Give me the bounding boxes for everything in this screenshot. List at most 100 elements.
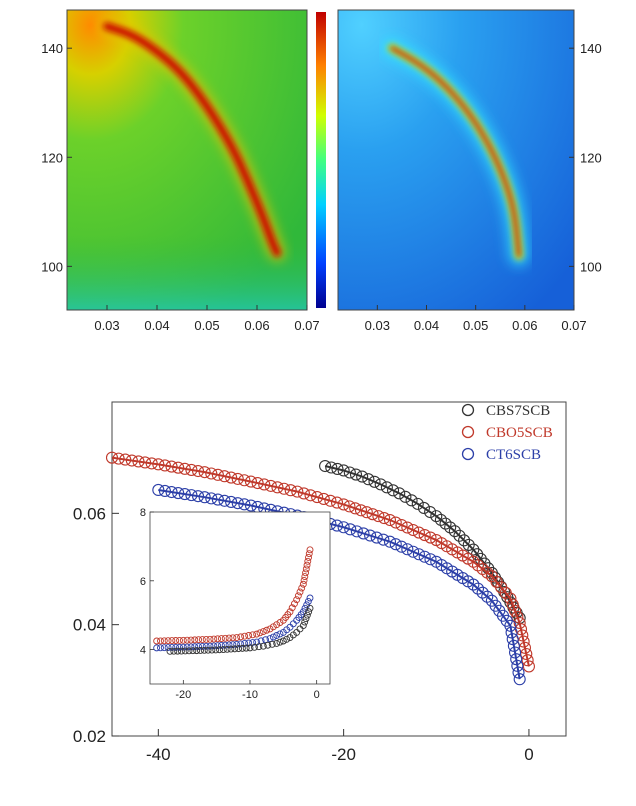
inset-data-point [305,554,312,561]
data-point [513,673,526,686]
inset-data-point [305,550,313,558]
data-point [205,492,218,505]
inset-data-point [273,639,281,647]
inset-data-point [198,636,206,644]
legend-label: CT6SCB [486,447,541,463]
inset-data-point [241,632,249,640]
inset-data-point [266,635,274,643]
data-point [225,471,238,484]
y-tick-label: 0.04 [73,616,106,635]
data-point [112,452,125,465]
data-point [368,475,381,488]
data-point [393,487,406,500]
data-point [152,458,165,471]
inset-data-point [183,636,191,644]
x-tick-label: 0.07 [561,318,586,333]
inset-data-point [179,636,187,644]
inset-data-point [306,604,314,612]
data-point [191,490,205,503]
y-tick-label: 0.02 [73,727,106,746]
y-tick-label: 140 [41,41,63,56]
inset-data-point [195,636,203,644]
data-point [357,527,370,540]
data-point [330,496,344,509]
fit-line-cbo5scb [111,456,530,667]
data-point [374,478,387,491]
inset-data-point [304,597,312,605]
data-point [258,478,271,491]
inset-data-point [202,642,210,650]
data-point [238,498,251,511]
inset-data-point [183,643,191,651]
panel-c: -40 -20 0 0.02 0.04 0.06 CBS7SCB CBO5SCB CT6SCB… [73,401,567,764]
inset-data-point [206,642,214,650]
inset-data-point [237,633,245,641]
inset-data-point [296,588,304,596]
data-point [386,484,400,497]
inset-data-point [249,639,257,646]
inset-data-point [227,645,235,653]
inset-data-point [306,594,314,602]
data-point [350,525,363,538]
data-point [471,582,485,595]
y-tick-label: 100 [41,259,63,274]
data-point [407,523,420,537]
data-point [205,467,218,480]
inset-data-point [259,642,267,650]
legend: CBS7SCB CBO5SCB CT6SCB [461,403,553,463]
inset-data-point [298,584,306,592]
data-point [331,462,344,476]
data-point [238,474,251,487]
data-point [439,517,452,530]
inset-data-point [302,569,310,577]
data-point [462,538,475,551]
inset-data-point [181,647,189,655]
data-point [424,553,437,566]
data-point [251,476,264,490]
inset-data-point [221,634,229,642]
inset-data-point [185,647,193,655]
inset-data-point [263,626,271,634]
data-point [505,626,518,639]
inset-data-point [299,580,307,588]
inset-data-point [229,641,237,649]
data-point [513,616,526,630]
panel-a-frame [66,9,308,311]
y-tick-label: 0.06 [73,504,106,523]
inset-data-point [238,644,246,652]
y-tick-label: 120 [41,150,63,165]
data-point [211,493,224,506]
data-point [158,459,171,472]
data-point [178,488,191,501]
data-point [231,472,244,485]
inset-y-tick-label: 8 [140,507,146,519]
inset-data-point [189,647,197,655]
data-point [343,500,356,513]
data-point [401,543,414,556]
data-point [476,586,489,599]
inset-data-point [225,634,233,642]
data-point [325,461,338,474]
inset-data-point [164,637,172,645]
inset-data-point [221,641,229,649]
data-point [389,516,402,529]
inset-data-point [231,645,239,653]
data-point [512,666,525,679]
inset-data-point [160,637,168,645]
inset-data-point [174,647,182,655]
inset-data-point [172,643,180,651]
inset-data-point [304,557,312,565]
inset-data-point [253,630,261,638]
panel-c-frame [111,401,567,737]
data-point [165,460,178,473]
inset-y-tick-label: 6 [140,576,146,588]
data-point [244,475,258,488]
data-point [508,646,522,659]
inset-data-point [245,632,253,639]
data-point [284,484,297,497]
inset-data-point [303,611,311,619]
data-point [453,529,466,542]
inset-data-point [264,641,272,649]
data-point [411,497,424,510]
